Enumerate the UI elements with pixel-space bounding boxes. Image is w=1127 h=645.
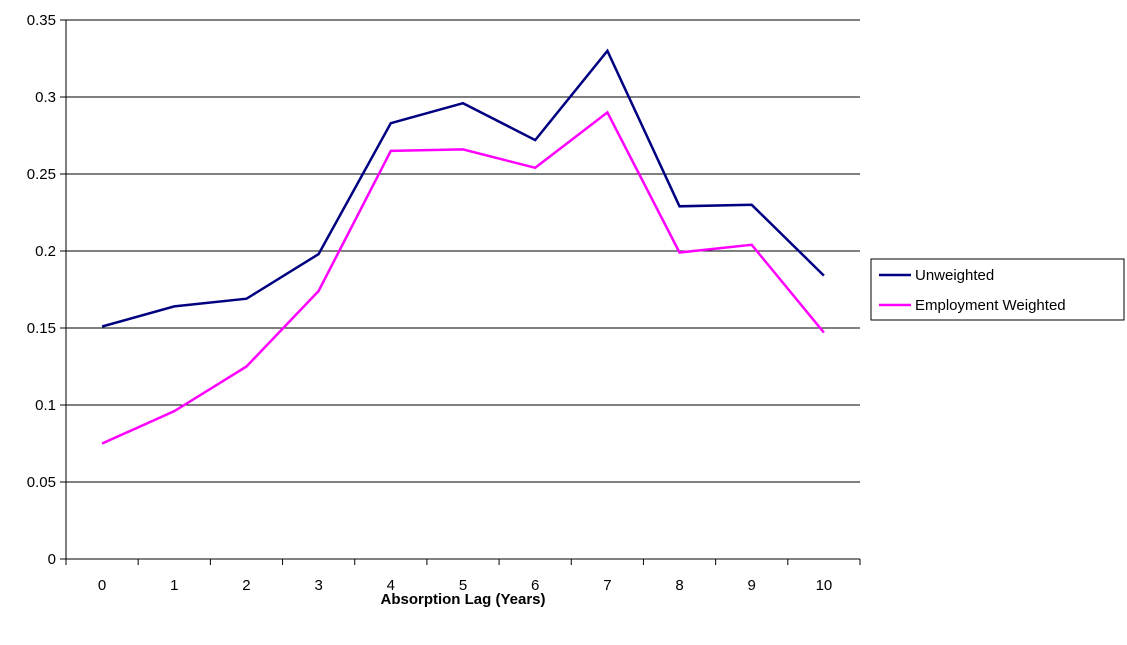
y-tick-label: 0.25 <box>27 166 56 183</box>
y-tick-labels: 0 0.05 0.1 0.15 0.2 0.25 0.3 0.35 <box>27 12 56 568</box>
y-tick-label: 0.2 <box>35 243 56 260</box>
x-tick-label: 8 <box>675 577 683 594</box>
x-tick-label: 5 <box>459 577 467 594</box>
x-tick-label: 1 <box>170 577 178 594</box>
series-lines <box>101 48 825 445</box>
x-tick-label: 3 <box>314 577 322 594</box>
series-line-employment-weighted <box>101 110 825 445</box>
x-tick-label: 7 <box>603 577 611 594</box>
x-tick-label: 6 <box>531 577 539 594</box>
x-tick-labels: 0 1 2 3 4 5 6 7 8 9 10 <box>65 559 861 594</box>
y-tick-label: 0.15 <box>27 320 56 337</box>
legend-box <box>870 258 1125 321</box>
x-tick-label: 2 <box>242 577 250 594</box>
series-line-unweighted <box>101 48 825 328</box>
y-tick-label: 0.35 <box>27 12 56 29</box>
legend: Unweighted Employment Weighted <box>870 258 1125 321</box>
x-tick-label: 10 <box>816 577 833 594</box>
axes <box>65 20 860 560</box>
gridlines <box>60 19 860 560</box>
y-tick-label: 0.1 <box>35 397 56 414</box>
x-tick-label: 0 <box>98 577 106 594</box>
x-axis-title: Absorption Lag (Years) <box>380 591 545 608</box>
legend-label: Unweighted <box>915 267 994 284</box>
y-tick-label: 0.05 <box>27 474 56 491</box>
legend-label: Employment Weighted <box>915 297 1066 314</box>
y-tick-label: 0.3 <box>35 89 56 106</box>
x-tick-label: 9 <box>748 577 756 594</box>
x-tick-label: 4 <box>387 577 395 594</box>
y-tick-label: 0 <box>48 551 56 568</box>
